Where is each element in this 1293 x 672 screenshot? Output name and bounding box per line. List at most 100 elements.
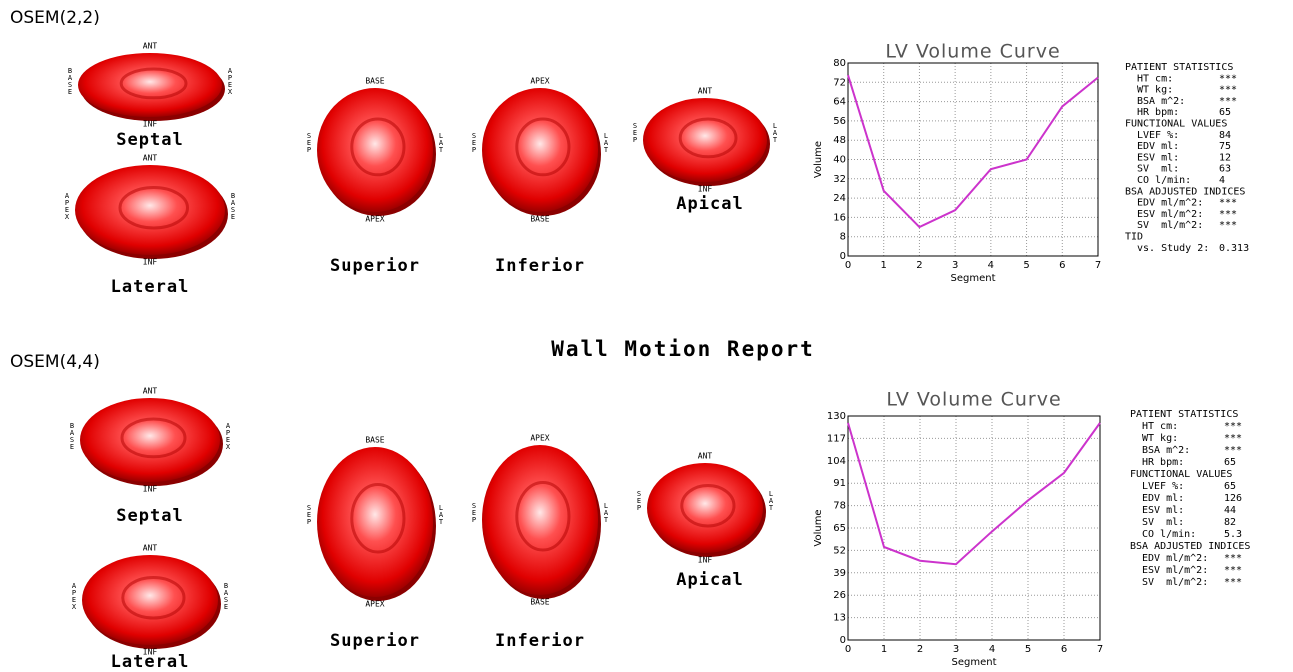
x-tick-label: 2 — [917, 644, 923, 655]
orientation-label: APEX — [365, 600, 384, 609]
y-tick-label: 91 — [833, 478, 846, 489]
heart-cavity — [680, 484, 736, 528]
orientation-label: SEP — [631, 122, 639, 143]
view-name: Apical — [676, 570, 743, 590]
chart-title: LV Volume Curve — [885, 41, 1060, 63]
x-tick-label: 1 — [881, 260, 887, 271]
y-tick-label: 80 — [833, 58, 846, 69]
heart-render — [647, 463, 763, 553]
stats-value: *** — [1224, 565, 1242, 576]
stats-value: 12 — [1219, 152, 1231, 163]
report-title: Wall Motion Report — [551, 337, 815, 361]
x-axis-label: Segment — [951, 273, 996, 284]
view-name: Apical — [676, 194, 743, 214]
x-tick-label: 3 — [953, 644, 959, 655]
orientation-label: APEX — [365, 215, 384, 224]
orientation-label: SEP — [305, 504, 313, 525]
x-tick-label: 6 — [1059, 260, 1065, 271]
orientation-label: APEX — [530, 77, 549, 86]
y-tick-label: 0 — [840, 635, 846, 646]
view-name: Septal — [116, 130, 183, 150]
y-tick-label: 64 — [833, 97, 846, 108]
orientation-label: APEX — [530, 434, 549, 443]
orientation-label: INF — [143, 648, 158, 657]
stats-value: 5.3 — [1224, 529, 1242, 540]
y-tick-label: 26 — [833, 590, 846, 601]
x-tick-label: 0 — [845, 644, 851, 655]
y-tick-label: 16 — [833, 212, 846, 223]
stats-heading: PATIENT STATISTICS — [1130, 409, 1238, 420]
orientation-label: ANT — [698, 87, 713, 96]
orientation-label: LAT — [771, 122, 779, 143]
stats-heading: FUNCTIONAL VALUES — [1130, 469, 1232, 480]
y-tick-label: 56 — [833, 116, 846, 127]
orientation-label: INF — [698, 185, 713, 194]
orientation-label: APEX — [226, 67, 234, 95]
y-tick-label: 8 — [840, 232, 846, 243]
stats-label: vs. Study 2: — [1137, 243, 1209, 254]
x-tick-label: 4 — [988, 260, 994, 271]
stats-value: 4 — [1219, 175, 1225, 186]
stats-label: CO l/min: — [1142, 529, 1196, 540]
stats-label: HR bpm: — [1137, 107, 1179, 118]
orientation-label: LAT — [437, 504, 445, 525]
stats-heading: FUNCTIONAL VALUES — [1125, 119, 1227, 130]
orientation-label: INF — [143, 485, 158, 494]
stats-value: *** — [1219, 209, 1237, 220]
orientation-label: BASE — [530, 215, 549, 224]
stats-value: 65 — [1224, 457, 1236, 468]
stats-label: BSA m^2: — [1142, 445, 1190, 456]
volume-curve — [847, 74, 1099, 229]
y-axis-label: Volume — [813, 141, 824, 178]
stats-value: 44 — [1224, 505, 1236, 516]
stats-label: LVEF %: — [1142, 481, 1184, 492]
heart-cavity — [120, 417, 187, 459]
heart-cavity — [119, 67, 188, 100]
stats-value: *** — [1224, 421, 1242, 432]
view-name: Inferior — [495, 256, 585, 276]
y-tick-label: 0 — [840, 251, 846, 262]
x-tick-label: 2 — [916, 260, 922, 271]
x-tick-label: 0 — [845, 260, 851, 271]
heart-cavity — [118, 186, 189, 230]
stats-value: 65 — [1224, 481, 1236, 492]
view-name: Superior — [330, 256, 420, 276]
view-name: Inferior — [495, 631, 585, 651]
heart-render — [482, 445, 598, 595]
stats-label: BSA m^2: — [1137, 96, 1185, 107]
orientation-label: SEP — [470, 502, 478, 523]
orientation-label: LAT — [602, 502, 610, 523]
stats-value: *** — [1224, 577, 1242, 588]
heart-render — [78, 53, 222, 117]
y-tick-label: 117 — [827, 433, 846, 444]
stats-value: *** — [1219, 220, 1237, 231]
x-axis-label: Segment — [952, 657, 997, 668]
stats-label: EDV ml/m^2: — [1142, 553, 1208, 564]
panel-name: OSEM(2,2) — [10, 8, 100, 28]
orientation-label: SEP — [635, 490, 643, 511]
orientation-label: INF — [143, 258, 158, 267]
orientation-label: LAT — [437, 132, 445, 153]
stats-value: 126 — [1224, 493, 1242, 504]
y-tick-label: 52 — [833, 545, 846, 556]
heart-render — [317, 88, 433, 212]
orientation-label: SEP — [470, 132, 478, 153]
stats-label: EDV ml/m^2: — [1137, 198, 1203, 209]
heart-render — [80, 398, 220, 482]
stats-heading: BSA ADJUSTED INDICES — [1130, 541, 1250, 552]
stats-label: EDV ml: — [1142, 493, 1184, 504]
stats-value: *** — [1219, 198, 1237, 209]
stats-label: ESV ml/m^2: — [1142, 565, 1208, 576]
orientation-label: BASE — [365, 77, 384, 86]
y-axis-label: Volume — [813, 509, 824, 546]
heart-cavity — [678, 117, 738, 159]
stats-value: 0.313 — [1219, 243, 1249, 254]
volume-curve — [847, 422, 1101, 566]
stats-label: SV ml/m^2: — [1142, 577, 1208, 588]
y-tick-label: 48 — [833, 135, 846, 146]
orientation-label: BASE — [66, 67, 74, 95]
x-tick-label: 3 — [952, 260, 958, 271]
orientation-label: INF — [698, 556, 713, 565]
stats-label: SV ml: — [1137, 164, 1179, 175]
